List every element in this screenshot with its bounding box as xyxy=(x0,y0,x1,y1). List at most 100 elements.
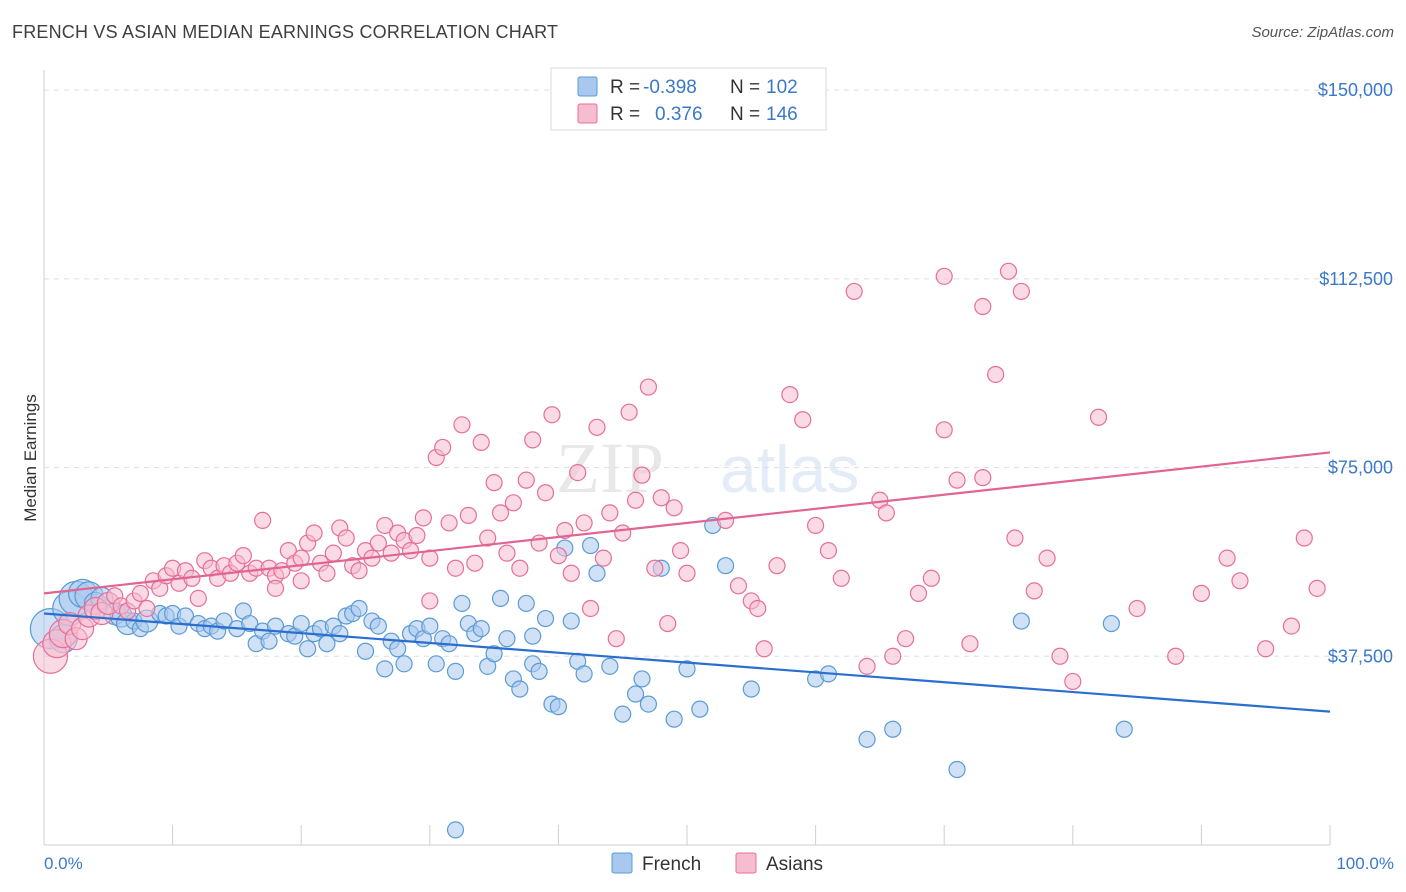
french-point-82 xyxy=(626,685,645,703)
asian-point-71 xyxy=(498,544,516,562)
asian-point-79 xyxy=(549,547,568,565)
asian-point-108 xyxy=(806,516,825,535)
asian-point-66 xyxy=(466,554,484,572)
french-point-43 xyxy=(356,642,375,660)
asian-point-95 xyxy=(652,489,670,507)
asian-point-63 xyxy=(446,559,465,577)
asian-point-117 xyxy=(909,584,928,602)
asian-point-81 xyxy=(562,564,580,582)
asian-point-137 xyxy=(1282,617,1301,635)
asian-point-68 xyxy=(479,529,497,547)
asian-point-142 xyxy=(1006,529,1024,547)
asian-point-75 xyxy=(524,431,542,449)
asian-point-115 xyxy=(884,647,902,665)
french-point-78 xyxy=(581,536,600,555)
asian-point-43 xyxy=(318,564,336,582)
french-point-86 xyxy=(665,710,683,728)
french-point-90 xyxy=(716,557,735,575)
asian-point-110 xyxy=(832,569,850,587)
bottom-legend-label-french: French xyxy=(642,854,701,875)
legend-n-value-asians: 146 xyxy=(766,104,798,125)
french-point-29 xyxy=(260,632,278,650)
asian-point-65 xyxy=(459,506,477,524)
asian-point-90 xyxy=(620,403,638,421)
french-point-101 xyxy=(524,627,542,645)
legend-n-label-asians: N = xyxy=(730,104,760,125)
french-point-53 xyxy=(421,617,439,635)
french-point-33 xyxy=(292,614,310,633)
french-point-75 xyxy=(562,612,580,630)
y-tick-label-3: $150,000 xyxy=(1318,80,1393,100)
asian-point-144 xyxy=(292,572,310,590)
asian-point-133 xyxy=(1192,584,1211,602)
asian-point-98 xyxy=(671,542,690,560)
asian-point-62 xyxy=(440,514,458,532)
asian-point-14 xyxy=(131,584,150,602)
asian-point-72 xyxy=(504,494,522,512)
french-point-84 xyxy=(639,695,658,713)
french-point-95 xyxy=(884,720,902,738)
french-point-68 xyxy=(517,594,535,613)
asian-point-46 xyxy=(337,529,355,547)
asian-point-132 xyxy=(1167,647,1185,665)
french-point-80 xyxy=(601,657,619,675)
asian-point-114 xyxy=(877,504,895,522)
legend-swatch-asians xyxy=(577,103,598,124)
asian-point-30 xyxy=(234,547,252,565)
asian-point-103 xyxy=(749,599,767,618)
french-point-49 xyxy=(395,655,413,673)
asian-point-78 xyxy=(543,406,561,424)
x-tick-label-min: 0.0% xyxy=(44,854,83,873)
asian-point-94 xyxy=(646,559,664,577)
asian-point-83 xyxy=(575,514,593,532)
asian-point-121 xyxy=(961,635,979,653)
french-point-67 xyxy=(511,680,529,698)
asian-point-84 xyxy=(581,599,600,618)
y-axis-label: Median Earnings xyxy=(21,394,40,522)
french-point-34 xyxy=(299,640,317,658)
french-point-58 xyxy=(453,594,471,613)
legend-r-value-asians: 0.376 xyxy=(655,104,703,125)
asian-point-106 xyxy=(781,385,799,404)
french-point-65 xyxy=(498,630,516,648)
asian-point-111 xyxy=(845,282,863,301)
legend-r-label-french: R = xyxy=(610,77,640,98)
y-tick-label-0: $37,500 xyxy=(1328,646,1393,666)
asian-point-93 xyxy=(639,378,658,396)
series-legend: French Asians xyxy=(611,852,823,875)
asian-point-61 xyxy=(434,438,452,457)
watermark-atlas: atlas xyxy=(720,432,859,506)
french-point-81 xyxy=(614,705,632,723)
asian-point-91 xyxy=(626,491,645,509)
asian-point-118 xyxy=(922,569,940,587)
french-point-70 xyxy=(530,662,548,680)
trend-lines xyxy=(43,451,1331,713)
asian-point-135 xyxy=(1231,572,1249,590)
french-point-98 xyxy=(1102,614,1120,633)
asian-point-88 xyxy=(607,630,625,648)
asian-point-104 xyxy=(755,640,773,658)
asian-points xyxy=(32,262,1326,691)
asian-point-139 xyxy=(1308,579,1326,597)
french-point-45 xyxy=(369,617,387,635)
y-tick-label-2: $112,500 xyxy=(1319,269,1393,289)
asian-point-101 xyxy=(729,577,748,595)
asian-point-140 xyxy=(935,267,953,285)
bottom-legend-label-asians: Asians xyxy=(766,854,823,875)
asian-point-87 xyxy=(601,504,619,522)
asian-point-48 xyxy=(350,562,368,580)
bottom-legend-swatch-french xyxy=(611,852,633,874)
french-point-39 xyxy=(331,625,349,643)
asian-point-105 xyxy=(768,557,786,575)
french-point-46 xyxy=(376,660,394,678)
asian-point-134 xyxy=(1218,549,1236,567)
french-point-94 xyxy=(858,730,876,748)
asian-point-138 xyxy=(1295,529,1313,547)
french-point-54 xyxy=(427,655,445,673)
asian-point-82 xyxy=(569,463,587,482)
asian-point-123 xyxy=(987,365,1005,384)
axes xyxy=(43,70,1331,846)
legend-r-label-asians: R = xyxy=(610,104,640,125)
watermark: ZIP atlas xyxy=(556,428,859,508)
